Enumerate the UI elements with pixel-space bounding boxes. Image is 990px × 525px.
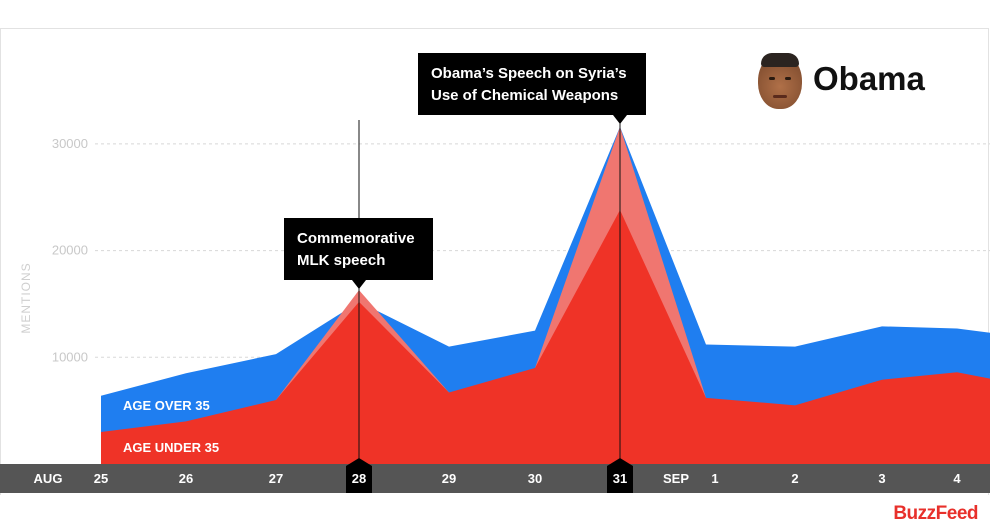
series-label-under-35: AGE UNDER 35: [123, 440, 219, 455]
x-tick-highlight-7: [607, 458, 633, 493]
annotation-text-1-1: Use of Chemical Weapons: [431, 87, 618, 104]
x-tick-label-10: 2: [791, 471, 798, 486]
x-tick-label-9: 1: [711, 471, 718, 486]
x-tick-label-4: 28: [352, 471, 366, 486]
series-label-over-35: AGE OVER 35: [123, 398, 210, 413]
x-tick-label-5: 29: [442, 471, 456, 486]
annotation-text-0-1: MLK speech: [297, 252, 385, 269]
brand-logo[interactable]: BuzzFeed: [893, 503, 978, 524]
x-axis-bar: [0, 464, 990, 493]
portrait-eye-left: [769, 77, 775, 80]
annotation-box-0: [284, 218, 433, 280]
x-tick-label-2: 26: [179, 471, 193, 486]
y-tick-label-2: 30000: [52, 136, 88, 151]
annotation-pointer-1: [613, 115, 627, 124]
y-tick-label-1: 20000: [52, 243, 88, 258]
y-tick-label-0: 10000: [52, 349, 88, 364]
portrait-eye-right: [785, 77, 791, 80]
x-tick-label-7: 31: [613, 471, 627, 486]
x-tick-label-1: 25: [94, 471, 108, 486]
x-tick-label-11: 3: [878, 471, 885, 486]
x-tick-label-12: 4: [953, 471, 961, 486]
area-under-35: [101, 210, 990, 464]
annotation-text-0-0: Commemorative: [297, 230, 415, 247]
x-tick-label-6: 30: [528, 471, 542, 486]
x-month-label-8: SEP: [663, 471, 689, 486]
chart-frame: [0, 28, 989, 495]
portrait-icon: [758, 53, 802, 109]
annotation-pointer-0: [352, 280, 366, 289]
annotation-text-1-0: Obama’s Speech on Syria’s: [431, 65, 627, 82]
x-tick-highlight-4: [346, 458, 372, 493]
legend-name: Obama: [813, 60, 925, 97]
portrait-mouth: [773, 95, 787, 98]
x-month-label-0: AUG: [34, 471, 63, 486]
y-axis-label: MENTIONS: [19, 262, 33, 333]
annotation-box-1: [418, 53, 646, 115]
portrait-hair: [761, 53, 799, 67]
x-tick-label-3: 27: [269, 471, 283, 486]
